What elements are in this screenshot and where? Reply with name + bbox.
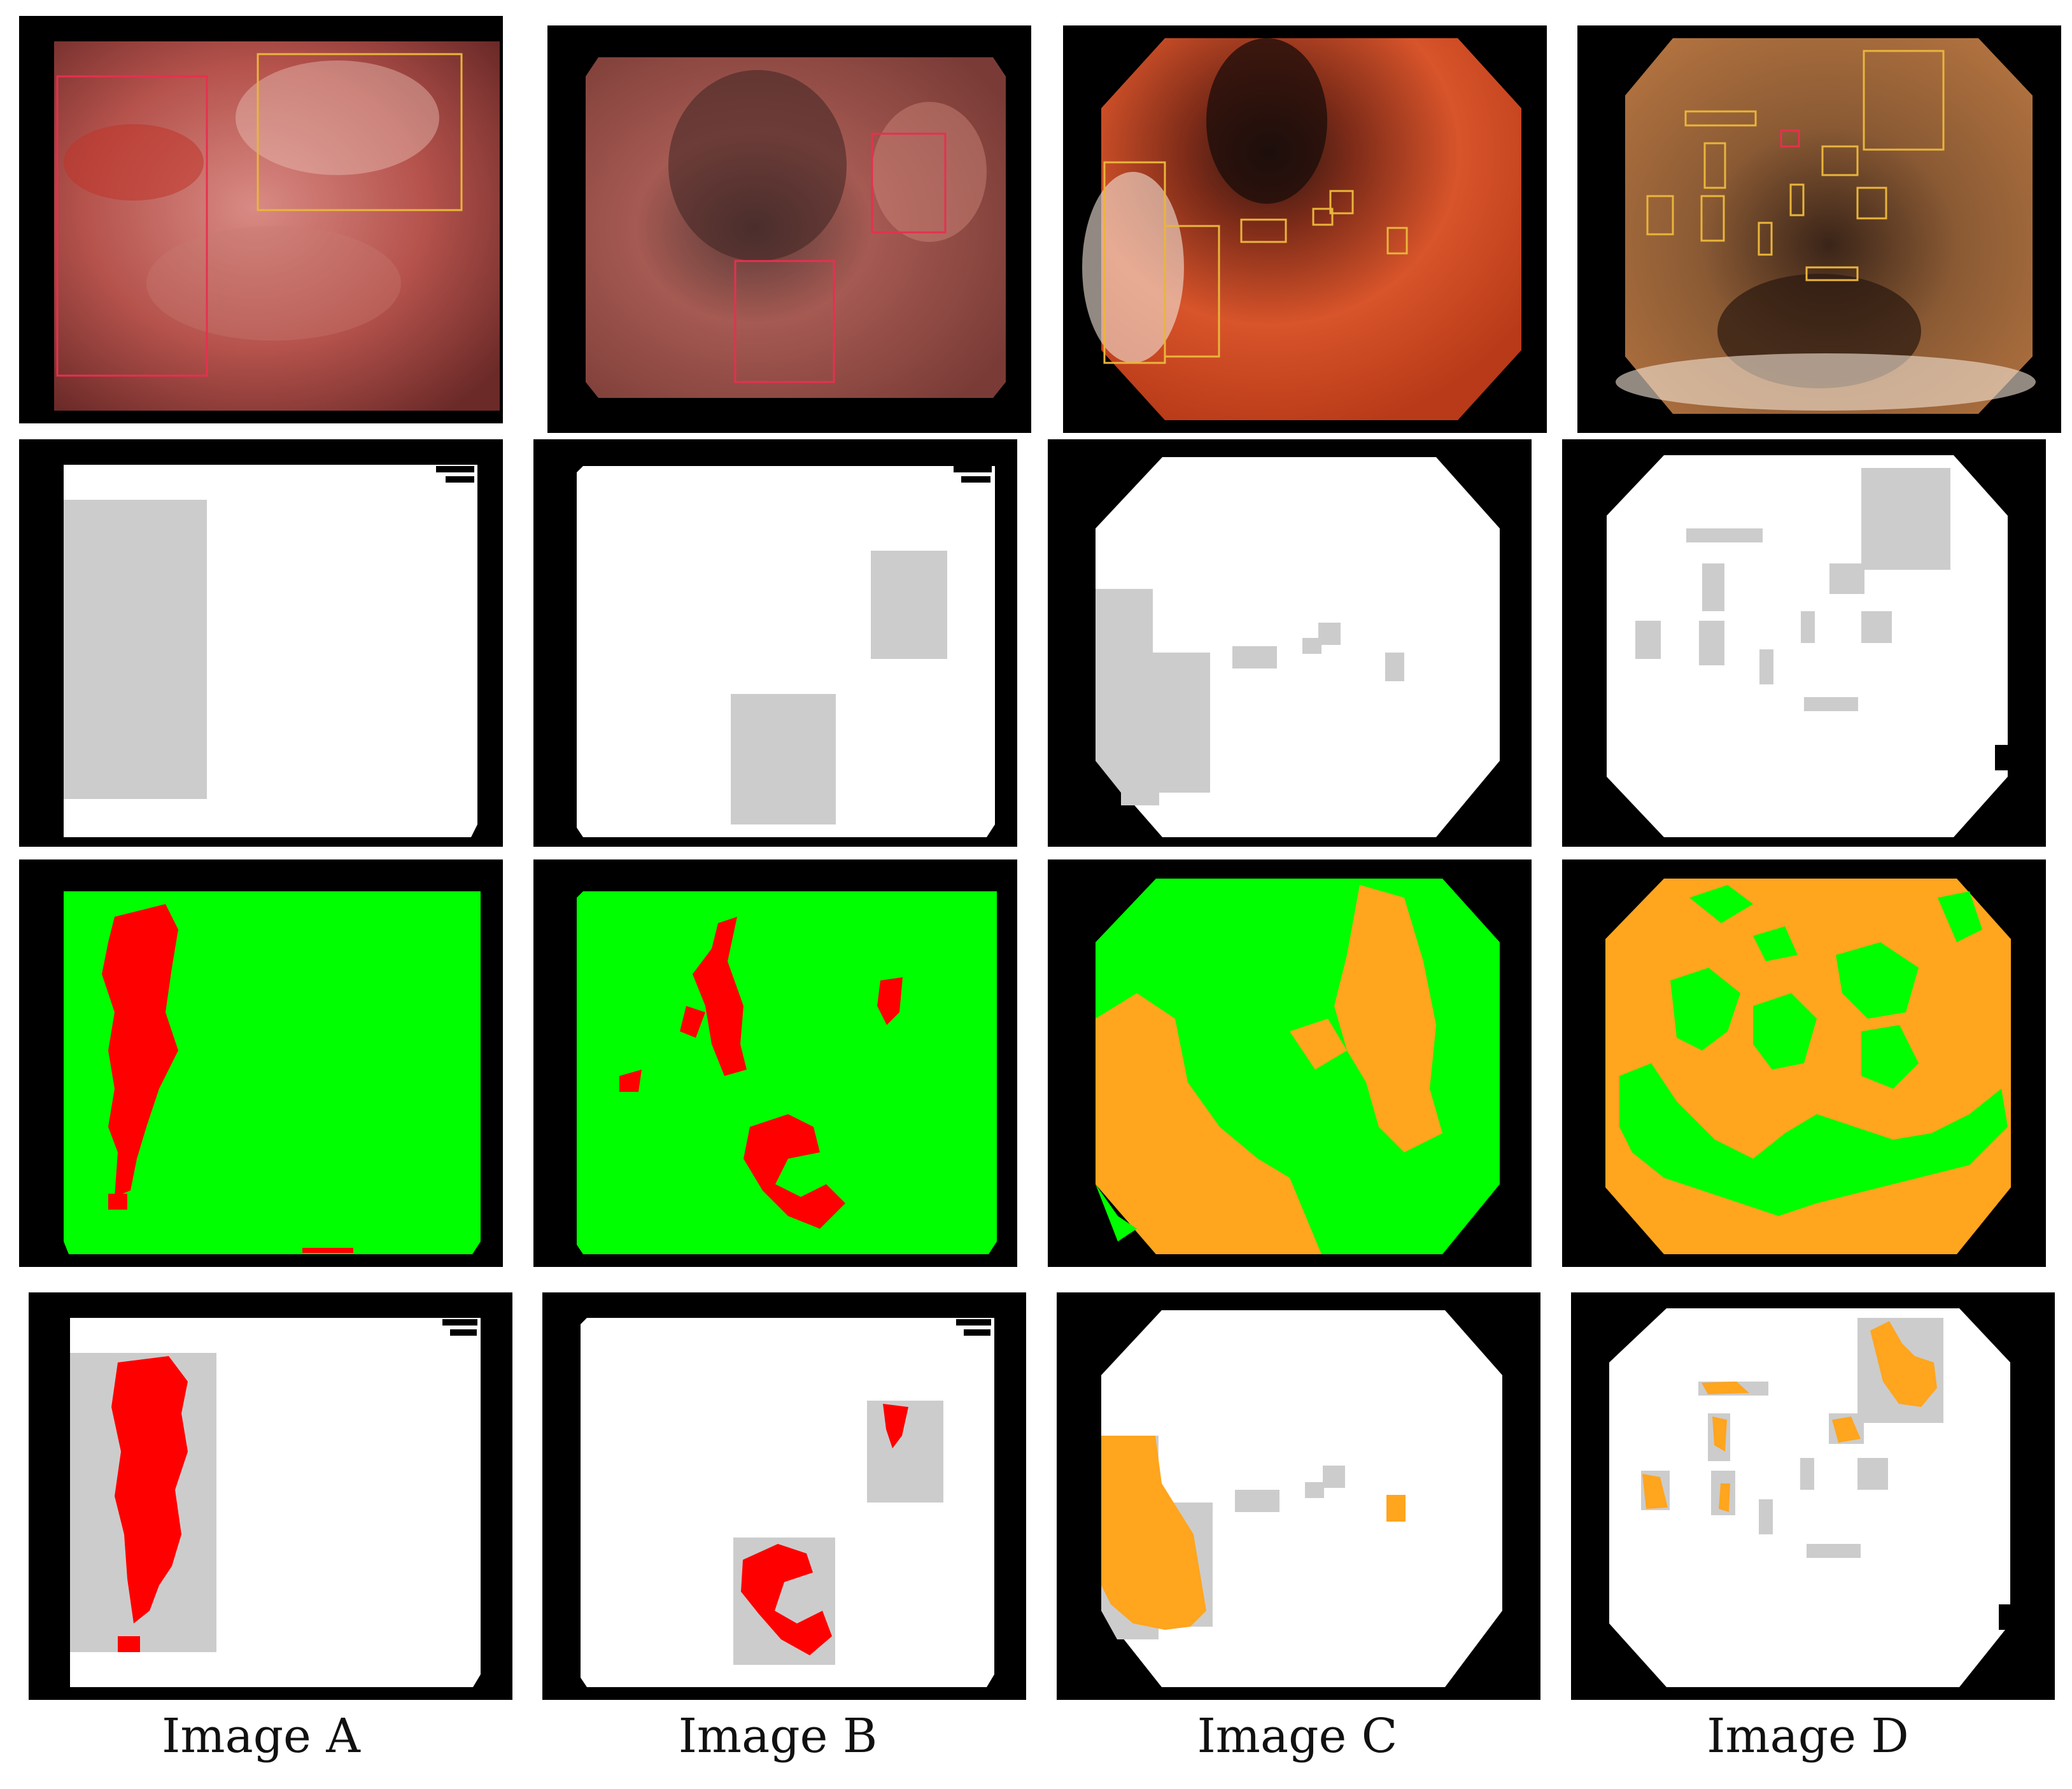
segmentation-image-a bbox=[19, 859, 503, 1267]
mask-image-a-svg bbox=[64, 465, 477, 837]
red-bounding-box bbox=[1780, 129, 1800, 148]
red-region bbox=[693, 917, 747, 1076]
orange-region bbox=[1096, 993, 1321, 1254]
gray-region bbox=[1096, 589, 1210, 805]
overlay-image-a-svg bbox=[70, 1318, 481, 1687]
red-bounding-box bbox=[871, 132, 947, 234]
overlay-image-b-svg bbox=[581, 1318, 994, 1687]
yellow-bounding-box bbox=[1863, 50, 1945, 151]
endoscopy-image-d-svg bbox=[1616, 38, 2036, 414]
segmentation-image-a-svg bbox=[64, 891, 481, 1254]
endoscopy-image-a bbox=[19, 16, 503, 423]
caption-d: Image D bbox=[1707, 1709, 1909, 1764]
mask-image-d-svg bbox=[1607, 455, 2008, 837]
mask-image-c-svg bbox=[1096, 457, 1500, 837]
segmentation-image-c-svg bbox=[1096, 879, 1500, 1254]
red-region bbox=[883, 1404, 908, 1448]
segmentation-image-b-svg bbox=[577, 891, 997, 1254]
red-bounding-box bbox=[734, 260, 835, 383]
gray-region bbox=[731, 694, 836, 824]
orange-region bbox=[1101, 1436, 1206, 1630]
caption-a: Image A bbox=[162, 1709, 360, 1764]
yellow-bounding-box bbox=[1240, 218, 1287, 243]
overlay-image-d bbox=[1571, 1292, 2055, 1700]
green-region bbox=[1619, 1063, 2008, 1216]
orange-region bbox=[1870, 1321, 1937, 1407]
gray-region bbox=[871, 551, 947, 659]
overlay-image-b bbox=[542, 1292, 1026, 1700]
mask-image-b-svg bbox=[577, 466, 995, 837]
endoscopy-image-a-svg bbox=[54, 41, 500, 411]
segmentation-image-d bbox=[1562, 859, 2046, 1267]
segmentation-image-b bbox=[533, 859, 1017, 1267]
gray-region bbox=[64, 500, 207, 799]
mask-image-d bbox=[1562, 439, 2046, 847]
red-region bbox=[111, 1356, 188, 1623]
endoscopy-image-b bbox=[547, 25, 1031, 433]
green-region bbox=[1670, 968, 1740, 1050]
overlay-image-d-svg bbox=[1609, 1308, 2010, 1687]
yellow-bounding-box bbox=[1164, 225, 1220, 358]
red-region bbox=[741, 1544, 832, 1655]
caption-c: Image C bbox=[1197, 1709, 1398, 1764]
mask-image-a bbox=[19, 439, 503, 847]
endoscopy-image-c bbox=[1063, 25, 1547, 433]
overlay-image-a bbox=[29, 1292, 512, 1700]
red-bounding-box bbox=[56, 75, 208, 377]
orange-region bbox=[1334, 885, 1442, 1152]
endoscopy-image-b-svg bbox=[586, 57, 1006, 398]
mask-image-b bbox=[533, 439, 1017, 847]
segmentation-image-c bbox=[1048, 859, 1532, 1267]
red-region bbox=[102, 904, 178, 1197]
endoscopy-image-d bbox=[1577, 25, 2061, 433]
caption-b: Image B bbox=[678, 1709, 878, 1764]
segmentation-image-d-svg bbox=[1605, 879, 2011, 1254]
overlay-image-c-svg bbox=[1101, 1310, 1502, 1687]
red-region bbox=[744, 1114, 845, 1229]
endoscopy-image-c-svg bbox=[1082, 38, 1521, 420]
overlay-image-c bbox=[1057, 1292, 1540, 1700]
mask-image-c bbox=[1048, 439, 1532, 847]
yellow-bounding-box bbox=[257, 53, 463, 211]
